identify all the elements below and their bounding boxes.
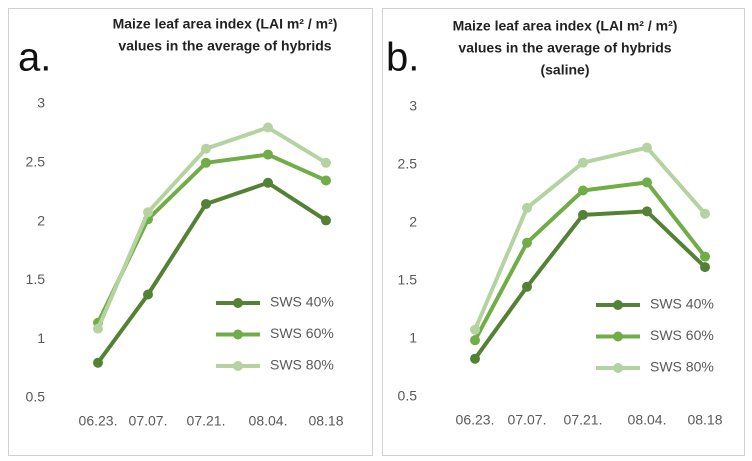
- chart-title: (saline): [540, 62, 589, 78]
- legend-label: SWS 80%: [650, 359, 714, 375]
- legend-label: SWS 40%: [270, 294, 334, 310]
- y-tick-label: 0.5: [26, 389, 46, 405]
- data-point: [143, 289, 153, 300]
- legend-swatch-marker: [233, 329, 243, 340]
- legend-swatch-marker: [233, 361, 243, 371]
- x-tick-label: 07.21.: [187, 413, 226, 429]
- data-point: [263, 149, 273, 160]
- y-tick-label: 2: [409, 214, 417, 230]
- x-tick-label: 07.07.: [129, 413, 168, 429]
- legend-label: SWS 60%: [270, 325, 334, 341]
- y-tick-label: 1: [409, 330, 417, 346]
- panel-frame: [8, 8, 373, 456]
- legend-swatch-marker: [613, 363, 623, 373]
- x-tick-label: 08.18: [687, 412, 722, 428]
- legend-swatch-marker: [613, 300, 623, 310]
- y-tick-label: 1.5: [398, 272, 418, 288]
- y-tick-label: 1: [37, 330, 45, 346]
- x-tick-label: 07.21.: [564, 412, 603, 428]
- legend-label: SWS 80%: [270, 357, 334, 373]
- data-point: [201, 143, 211, 154]
- data-point: [700, 208, 710, 219]
- x-tick-label: 06.23.: [79, 413, 118, 429]
- y-tick-label: 1.5: [26, 271, 46, 287]
- y-tick-label: 3: [37, 95, 45, 111]
- x-tick-label: 08.04.: [628, 412, 667, 428]
- data-point: [700, 251, 710, 262]
- y-tick-label: 2.5: [26, 154, 46, 170]
- data-point: [143, 207, 153, 218]
- data-point: [93, 357, 103, 368]
- data-point: [321, 175, 331, 186]
- data-point: [470, 324, 480, 335]
- data-point: [93, 323, 103, 334]
- panel-label: a.: [18, 36, 51, 80]
- data-point: [470, 335, 480, 346]
- chart-title: values in the average of hybrids: [458, 40, 671, 56]
- x-tick-label: 07.07.: [508, 412, 547, 428]
- data-point: [201, 198, 211, 209]
- data-point: [321, 215, 331, 226]
- data-point: [578, 209, 588, 220]
- legend-label: SWS 60%: [650, 327, 714, 343]
- chart-title: Maize leaf area index (LAI m² / m²): [113, 16, 338, 32]
- data-point: [578, 157, 588, 168]
- data-point: [522, 202, 532, 213]
- chart-title: Maize leaf area index (LAI m² / m²): [453, 18, 678, 34]
- x-tick-label: 06.23.: [456, 412, 495, 428]
- series-line: [473, 180, 707, 342]
- y-tick-label: 3: [409, 98, 417, 114]
- legend-swatch-marker: [613, 331, 623, 342]
- y-tick-label: 0.5: [398, 388, 418, 404]
- data-point: [642, 177, 652, 188]
- data-point: [700, 262, 710, 273]
- legend-swatch-marker: [233, 298, 243, 308]
- x-tick-label: 08.04.: [249, 413, 288, 429]
- data-point: [263, 122, 273, 133]
- x-tick-label: 08.18: [308, 413, 343, 429]
- data-point: [263, 177, 273, 188]
- panel-label: b.: [386, 36, 419, 80]
- data-point: [522, 237, 532, 248]
- data-point: [321, 157, 331, 168]
- data-point: [201, 157, 211, 168]
- data-point: [578, 185, 588, 196]
- chart-title: values in the average of hybrids: [118, 38, 331, 54]
- y-tick-label: 2: [37, 212, 45, 228]
- data-point: [470, 353, 480, 364]
- y-tick-label: 2.5: [398, 156, 418, 172]
- data-point: [642, 206, 652, 217]
- data-point: [522, 281, 532, 292]
- data-point: [642, 142, 652, 153]
- legend-label: SWS 40%: [650, 296, 714, 312]
